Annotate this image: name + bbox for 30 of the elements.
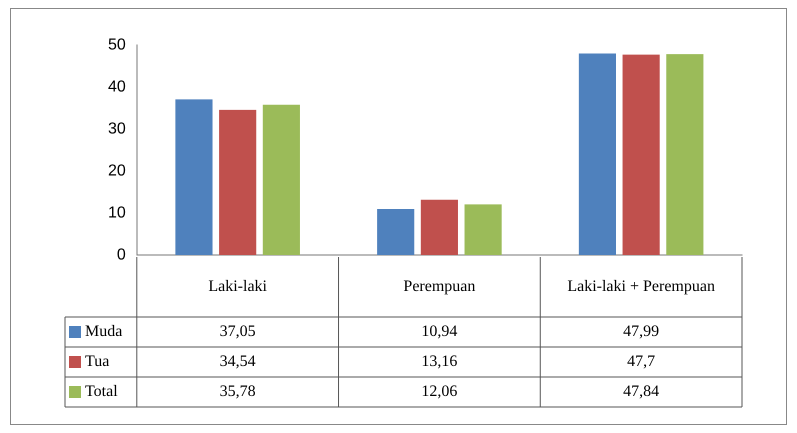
data-label: 47,99 <box>623 323 660 340</box>
y-tick-label: 0 <box>116 246 126 264</box>
bar <box>262 104 300 255</box>
legend-label: Muda <box>85 323 122 340</box>
y-tick-label: 40 <box>108 78 126 96</box>
bar <box>666 54 704 255</box>
x-tick-label: Laki-laki <box>208 278 268 296</box>
x-tick-label: Perempuan <box>403 278 476 296</box>
data-label: 47,84 <box>623 383 660 400</box>
data-label: 13,16 <box>421 353 458 370</box>
legend-label: Tua <box>85 353 110 370</box>
y-tick-label: 30 <box>108 120 126 138</box>
data-label: 47,7 <box>627 353 656 370</box>
x-tick-label: Laki-laki + Perempuan <box>567 278 715 296</box>
y-tick-label: 10 <box>108 204 126 222</box>
bar <box>420 200 458 255</box>
bar <box>219 110 256 255</box>
bar <box>377 209 414 255</box>
y-tick-label: 50 <box>108 36 126 54</box>
data-label: 35,78 <box>220 383 256 400</box>
bar <box>622 54 660 255</box>
legend-label: Total <box>85 383 118 400</box>
bar <box>175 99 213 255</box>
bar <box>464 204 502 255</box>
data-label: 12,06 <box>421 383 458 400</box>
y-tick-label: 20 <box>108 162 126 180</box>
data-label: 34,54 <box>220 353 256 370</box>
data-label: 10,94 <box>421 323 458 340</box>
bar <box>578 53 616 255</box>
data-label: 37,05 <box>220 323 256 340</box>
